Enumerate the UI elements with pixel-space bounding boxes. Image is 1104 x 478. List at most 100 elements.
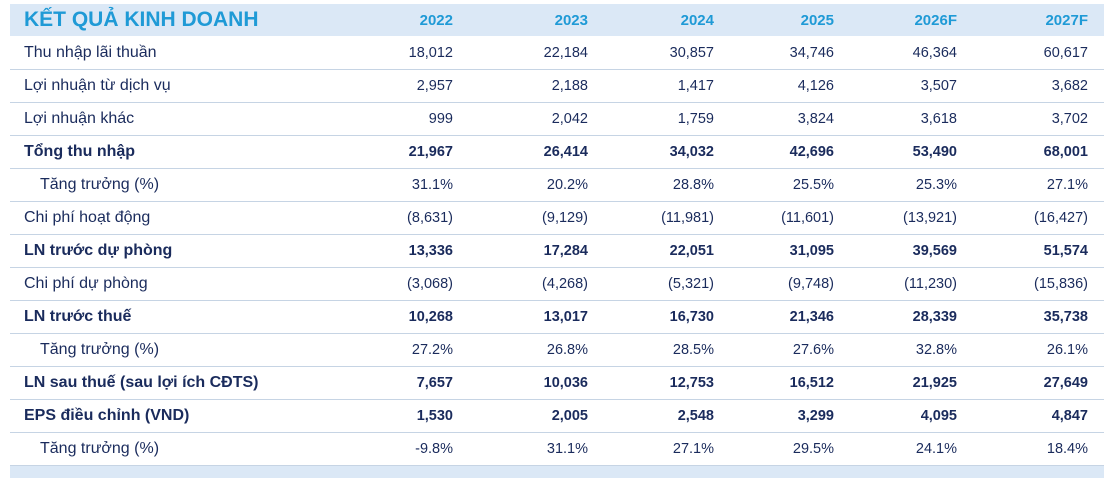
cell-value: 53,490: [912, 144, 957, 160]
table-row: LN sau thuế (sau lợi ích CĐTS) 7,657 10,…: [10, 367, 1104, 400]
cell-value: (3,068): [407, 276, 453, 292]
cell-value: 2,188: [551, 78, 588, 94]
row-label: LN sau thuế (sau lợi ích CĐTS): [24, 374, 259, 391]
cell-value: 27.2%: [411, 342, 453, 358]
cell-value: (16,427): [1033, 210, 1088, 226]
row-label: LN trước dự phòng: [24, 242, 173, 259]
cell-value: 3,507: [920, 78, 957, 94]
cell-value: 4,095: [920, 408, 957, 424]
cell-value: 24.1%: [915, 441, 957, 457]
cell-value: 3,702: [1051, 111, 1088, 127]
cell-value: -9.8%: [415, 441, 453, 457]
cell-value: 60,617: [1043, 45, 1088, 61]
cell-value: (9,748): [788, 276, 834, 292]
row-label: Tăng trưởng (%): [40, 176, 160, 193]
table-row: Lợi nhuận khác 999 2,042 1,759 3,824 3,6…: [10, 103, 1104, 136]
cell-value: 26.8%: [546, 342, 588, 358]
cell-value: 3,299: [797, 408, 834, 424]
cell-value: 10,268: [408, 309, 453, 325]
table-row: Tổng thu nhập 21,967 26,414 34,032 42,69…: [10, 136, 1104, 169]
cell-value: (9,129): [542, 210, 588, 226]
cell-value: (13,921): [902, 210, 957, 226]
cell-value: 27.6%: [792, 342, 834, 358]
table-row: LN trước thuế 10,268 13,017 16,730 21,34…: [10, 301, 1104, 334]
cell-value: 32.8%: [915, 342, 957, 358]
row-label: Tổng thu nhập: [24, 143, 136, 160]
cell-value: 21,967: [408, 144, 453, 160]
cell-value: 34,032: [669, 144, 714, 160]
cell-value: (5,321): [668, 276, 714, 292]
cell-value: 10,036: [543, 375, 588, 391]
cell-value: 3,682: [1051, 78, 1088, 94]
cell-value: 21,346: [789, 309, 834, 325]
cell-value: 27.1%: [1046, 177, 1088, 193]
cell-value: 12,753: [669, 375, 714, 391]
table-row: Tăng trưởng (%) 27.2% 26.8% 28.5% 27.6% …: [10, 334, 1104, 367]
row-label: Tăng trưởng (%): [40, 440, 160, 457]
column-header-2024: 2024: [680, 11, 714, 29]
cell-value: 13,336: [408, 243, 453, 259]
cell-value: 1,530: [416, 408, 453, 424]
footer-band: [10, 466, 1104, 478]
row-label: Thu nhập lãi thuần: [24, 44, 157, 61]
cell-value: 2,957: [416, 78, 453, 94]
row-label: Chi phí hoạt động: [24, 209, 151, 226]
cell-value: 34,746: [789, 45, 834, 61]
cell-value: (4,268): [542, 276, 588, 292]
row-label: LN trước thuế: [24, 308, 132, 325]
cell-value: 26.1%: [1046, 342, 1088, 358]
cell-value: 18,012: [408, 45, 453, 61]
table-header: KẾT QUẢ KINH DOANH 2022 2023 2024 2025 2…: [10, 4, 1104, 36]
column-header-2027f: 2027F: [1045, 11, 1088, 29]
cell-value: 1,417: [677, 78, 714, 94]
cell-value: 2,548: [677, 408, 714, 424]
cell-value: 3,618: [920, 111, 957, 127]
cell-value: 39,569: [912, 243, 957, 259]
row-label: Lợi nhuận từ dịch vụ: [24, 77, 171, 94]
cell-value: 31,095: [789, 243, 834, 259]
table-row: Chi phí hoạt động (8,631) (9,129) (11,98…: [10, 202, 1104, 235]
table-row: Thu nhập lãi thuần 18,012 22,184 30,857 …: [10, 37, 1104, 70]
cell-value: 20.2%: [546, 177, 588, 193]
cell-value: 28.5%: [672, 342, 714, 358]
cell-value: 28.8%: [672, 177, 714, 193]
cell-value: (15,836): [1033, 276, 1088, 292]
column-header-2025: 2025: [800, 11, 834, 29]
cell-value: 27.1%: [672, 441, 714, 457]
cell-value: 17,284: [543, 243, 588, 259]
table-title: KẾT QUẢ KINH DOANH: [24, 8, 259, 31]
row-label: Chi phí dự phòng: [24, 275, 148, 292]
cell-value: 30,857: [669, 45, 714, 61]
table-row: Lợi nhuận từ dịch vụ 2,957 2,188 1,417 4…: [10, 70, 1104, 103]
cell-value: (11,601): [781, 210, 834, 226]
cell-value: 31.1%: [546, 441, 588, 457]
table-body: Thu nhập lãi thuần 18,012 22,184 30,857 …: [10, 37, 1104, 466]
column-header-2022: 2022: [419, 11, 453, 29]
cell-value: 4,847: [1051, 408, 1088, 424]
cell-value: 68,001: [1043, 144, 1088, 160]
cell-value: 35,738: [1043, 309, 1088, 325]
cell-value: 18.4%: [1046, 441, 1088, 457]
table-row: Tăng trưởng (%) -9.8% 31.1% 27.1% 29.5% …: [10, 433, 1104, 466]
row-label: EPS điều chỉnh (VND): [24, 407, 190, 424]
table-row: Tăng trưởng (%) 31.1% 20.2% 28.8% 25.5% …: [10, 169, 1104, 202]
column-header-2023: 2023: [554, 11, 588, 29]
cell-value: 22,051: [669, 243, 714, 259]
cell-value: 999: [428, 111, 453, 127]
table-row: EPS điều chỉnh (VND) 1,530 2,005 2,548 3…: [10, 400, 1104, 433]
cell-value: 2,005: [551, 408, 588, 424]
cell-value: (8,631): [407, 210, 453, 226]
cell-value: 21,925: [912, 375, 957, 391]
table-row: LN trước dự phòng 13,336 17,284 22,051 3…: [10, 235, 1104, 268]
cell-value: 2,042: [551, 111, 588, 127]
cell-value: 26,414: [543, 144, 588, 160]
cell-value: 28,339: [912, 309, 957, 325]
cell-value: 7,657: [416, 375, 453, 391]
cell-value: 25.3%: [915, 177, 957, 193]
cell-value: 13,017: [543, 309, 588, 325]
cell-value: 27,649: [1043, 375, 1088, 391]
cell-value: 22,184: [543, 45, 588, 61]
cell-value: 3,824: [797, 111, 834, 127]
row-label: Tăng trưởng (%): [40, 341, 160, 358]
